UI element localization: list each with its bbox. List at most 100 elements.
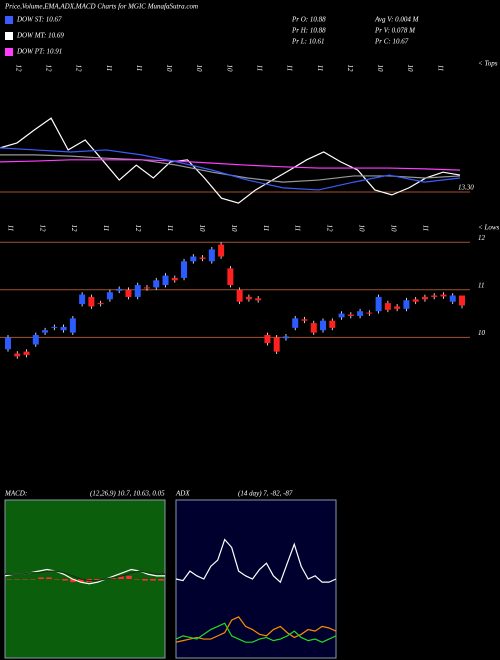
date-label: 10: [195, 65, 203, 73]
candle-body: [69, 318, 76, 333]
candle-body: [347, 314, 354, 316]
candle-body: [412, 299, 419, 302]
candle-body: [255, 298, 262, 301]
candle-body: [375, 296, 382, 312]
candle-body: [116, 288, 123, 291]
histogram-bar: [22, 579, 28, 580]
date-label: 11: [436, 65, 444, 71]
histogram-bar: [134, 579, 140, 580]
date-label: 10: [225, 65, 233, 73]
legend-swatch: [5, 48, 13, 56]
date-label: 11: [105, 65, 113, 71]
date-label: 10: [406, 65, 414, 73]
candle-body: [310, 323, 317, 333]
tops-label: < Tops: [478, 60, 498, 68]
candle-body: [162, 275, 169, 286]
date-label: 10: [389, 225, 397, 233]
candle-body: [23, 351, 30, 355]
y-tick-label: 13.30: [458, 184, 474, 192]
candle-body: [88, 296, 95, 307]
candle-body: [60, 326, 67, 331]
date-label: 12: [75, 65, 83, 73]
candle-body: [32, 334, 39, 345]
legend-label: DOW ST: 10.67: [16, 16, 62, 24]
date-label: 12: [45, 65, 53, 73]
y-tick-label: 12: [478, 234, 486, 242]
series-line: [5, 570, 165, 582]
series-line: [0, 117, 461, 204]
date-label: 11: [421, 225, 429, 231]
candle-body: [218, 244, 225, 257]
candle-body: [190, 256, 197, 262]
stat: Pr C: 10.67: [374, 38, 409, 46]
candle-body: [320, 320, 327, 331]
histogram-bar: [14, 579, 20, 580]
date-label: 10: [165, 65, 173, 73]
histogram-bar: [46, 577, 52, 579]
date-label: 10: [198, 225, 206, 233]
candle-body: [42, 330, 49, 333]
candle-body: [181, 261, 188, 278]
candle-body: [338, 313, 345, 318]
date-label: 11: [166, 225, 174, 231]
candle-body: [97, 303, 104, 305]
panel-subtitle: (14 day) 7, -82, -87: [238, 490, 293, 498]
date-label: 12: [134, 225, 142, 233]
histogram-bar: [126, 575, 132, 579]
panel-title: MACD:: [4, 490, 27, 498]
series-line: [0, 159, 461, 171]
candle-body: [394, 306, 401, 309]
candle-body: [449, 295, 456, 302]
panel-background: [175, 499, 337, 659]
stat: Avg V: 0.004 M: [374, 16, 420, 24]
candle-body: [421, 296, 428, 300]
date-label: 11: [316, 65, 324, 71]
histogram-bar: [150, 579, 156, 581]
page-title: Price,Volume,EMA,ADX,MACD Charts for MGI…: [4, 3, 198, 11]
histogram-bar: [78, 579, 84, 583]
candle-body: [79, 294, 86, 305]
candle-body: [227, 268, 234, 286]
candle-body: [329, 320, 336, 328]
candle-body: [51, 326, 58, 328]
stat: Pr H: 10.88: [291, 27, 326, 35]
date-label: 12: [70, 225, 78, 233]
series-line: [0, 147, 461, 191]
date-label: 12: [38, 225, 46, 233]
date-label: 11: [256, 65, 264, 71]
panel-background: [4, 499, 166, 659]
candle-body: [236, 289, 243, 302]
date-label: 12: [326, 225, 334, 233]
y-tick-label: 10: [478, 329, 486, 337]
series-line: [175, 616, 337, 643]
date-label: 12: [346, 65, 354, 73]
panel-title: ADX: [175, 490, 190, 498]
date-label: 11: [286, 65, 294, 71]
histogram-bar: [6, 579, 12, 580]
series-line: [175, 622, 337, 643]
candle-body: [384, 303, 391, 310]
date-label: 11: [135, 65, 143, 71]
stat: Pr V: 0.078 M: [374, 27, 416, 35]
candle-body: [366, 312, 373, 314]
candle-body: [301, 319, 308, 321]
candle-body: [14, 353, 21, 357]
y-tick-label: 11: [478, 281, 484, 289]
histogram-bar: [118, 575, 124, 579]
date-label: 11: [262, 225, 270, 231]
candle-body: [357, 311, 364, 316]
legend-swatch: [5, 16, 13, 24]
candle-body: [125, 289, 132, 297]
histogram-bar: [158, 579, 164, 581]
histogram-bar: [94, 579, 100, 581]
date-label: 10: [230, 225, 238, 233]
legend-swatch: [5, 32, 13, 40]
candle-body: [171, 277, 178, 281]
histogram-bar: [142, 579, 148, 581]
candle-body: [292, 318, 299, 328]
legend-label: DOW MT: 10.69: [16, 32, 64, 40]
candle-body: [273, 337, 280, 352]
date-label: 11: [102, 225, 110, 231]
candle-body: [440, 294, 447, 297]
stat: Pr L: 10.61: [291, 38, 324, 46]
